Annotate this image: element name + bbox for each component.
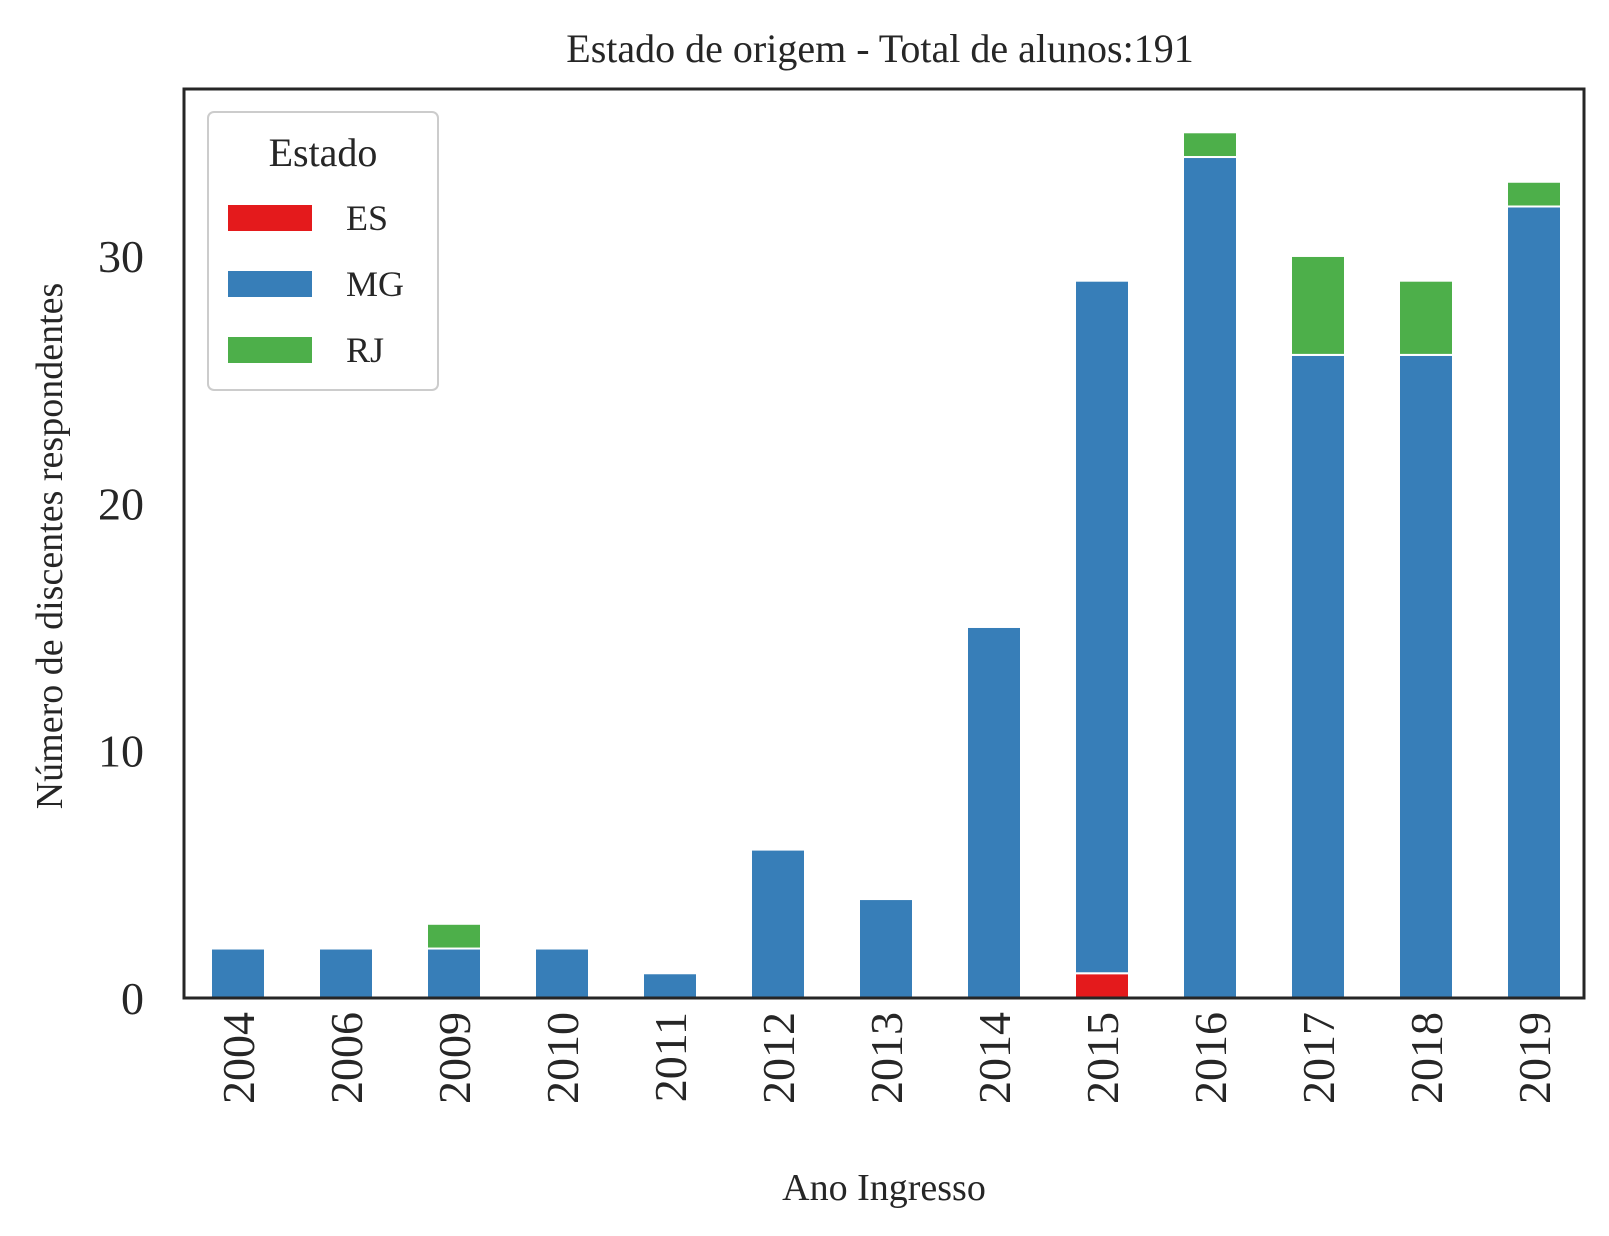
bar-rj-2009 — [426, 922, 482, 950]
bar-mg-2012 — [750, 848, 806, 1000]
legend-title: Estado — [269, 130, 378, 175]
x-tick-2018: 2018 — [1401, 1012, 1452, 1104]
bar-mg-2004 — [210, 947, 266, 1000]
y-tick-30: 30 — [98, 231, 144, 282]
bar-mg-2011 — [642, 972, 698, 1000]
x-tick-2017: 2017 — [1293, 1012, 1344, 1104]
legend-label-rj: RJ — [346, 330, 384, 370]
y-axis-label: Número de discentes respondentes — [29, 283, 71, 810]
x-tick-2010: 2010 — [537, 1012, 588, 1104]
bar-mg-2019 — [1506, 205, 1562, 999]
bar-rj-2016 — [1182, 131, 1238, 159]
bar-mg-2009 — [426, 947, 482, 1000]
bar-mg-2010 — [534, 947, 590, 1000]
y-tick-0: 0 — [121, 973, 144, 1024]
bar-mg-2006 — [318, 947, 374, 1000]
x-tick-2019: 2019 — [1509, 1012, 1560, 1104]
bar-mg-2015 — [1074, 279, 1130, 975]
x-tick-2006: 2006 — [321, 1012, 372, 1104]
bar-mg-2017 — [1290, 353, 1346, 999]
y-tick-labels: 0 10 20 30 — [98, 231, 144, 1024]
x-tick-2009: 2009 — [429, 1012, 480, 1104]
x-tick-2013: 2013 — [861, 1012, 912, 1104]
legend-box — [207, 111, 439, 391]
legend-label-mg: MG — [346, 264, 404, 304]
x-tick-2016: 2016 — [1185, 1012, 1236, 1104]
legend-swatch-mg — [228, 271, 312, 297]
legend-entries: ES MG RJ — [228, 198, 404, 370]
bar-mg-2013 — [858, 898, 914, 999]
bars-group — [210, 131, 1562, 1000]
bar-rj-2017 — [1290, 254, 1346, 356]
y-tick-20: 20 — [98, 478, 144, 529]
x-tick-2012: 2012 — [753, 1012, 804, 1104]
x-axis-label: Ano Ingresso — [782, 1167, 986, 1209]
bar-mg-2014 — [966, 625, 1022, 1000]
legend-swatch-rj — [228, 337, 312, 363]
chart-title: Estado de origem - Total de alunos:191 — [566, 26, 1193, 71]
bar-rj-2018 — [1398, 279, 1454, 356]
x-tick-2014: 2014 — [969, 1012, 1020, 1104]
legend-label-es: ES — [346, 198, 388, 238]
bar-es-2015 — [1074, 972, 1130, 1000]
legend: Estado ES MG RJ — [207, 111, 439, 391]
legend-swatch-es — [228, 205, 312, 231]
bar-mg-2016 — [1182, 156, 1238, 1000]
x-tick-2004: 2004 — [213, 1012, 264, 1104]
plot-frame — [182, 87, 1586, 1000]
x-tick-2011: 2011 — [645, 1012, 696, 1102]
y-tick-10: 10 — [98, 726, 144, 777]
bar-mg-2018 — [1398, 353, 1454, 999]
x-tick-labels: 2004 2006 2009 2010 2011 2012 2013 2014 2015 2016… — [213, 1012, 1560, 1104]
bar-rj-2019 — [1506, 180, 1562, 208]
x-tick-2015: 2015 — [1077, 1012, 1128, 1104]
